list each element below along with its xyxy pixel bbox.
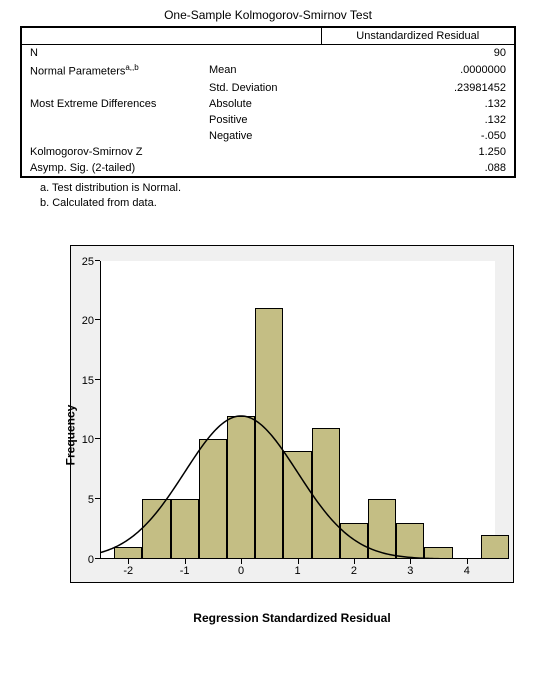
x-tick-label: 4 — [452, 565, 482, 577]
y-tick-label: 25 — [74, 256, 94, 268]
table-row: Std. Deviation.23981452 — [21, 80, 515, 96]
histogram-bar — [312, 428, 340, 559]
table-body: N90Normal Parametersa,,bMean.0000000Std.… — [21, 45, 515, 177]
histogram-bar — [481, 535, 509, 559]
x-tick-mark — [241, 559, 242, 564]
x-tick-label: 2 — [339, 565, 369, 577]
x-tick-label: 1 — [283, 565, 313, 577]
x-tick-mark — [298, 559, 299, 564]
row-label2: Mean — [201, 61, 321, 80]
table-row: Kolmogorov-Smirnov Z 1.250 — [21, 144, 515, 160]
x-tick-mark — [354, 559, 355, 564]
row-label1 — [21, 112, 201, 128]
row-label1 — [21, 80, 201, 96]
histogram-chart: 0510152025 -2-101234 Frequency Regressio… — [20, 245, 516, 625]
row-label1: Most Extreme Differences — [21, 96, 201, 112]
histogram-bar — [396, 523, 424, 559]
row-label2 — [201, 45, 321, 62]
header-empty — [21, 27, 321, 45]
row-label2: Std. Deviation — [201, 80, 321, 96]
row-value: -.050 — [321, 128, 515, 144]
histogram-bar — [171, 499, 199, 559]
x-tick-label: -2 — [113, 565, 143, 577]
row-label2 — [201, 144, 321, 160]
y-tick-mark — [95, 438, 100, 439]
histogram-bar — [227, 416, 255, 559]
table-row: Negative-.050 — [21, 128, 515, 144]
y-axis-label: Frequency — [63, 404, 77, 465]
row-label2: Positive — [201, 112, 321, 128]
footnote-a: a. Test distribution is Normal. — [40, 182, 516, 194]
y-tick-mark — [95, 260, 100, 261]
y-tick-mark — [95, 498, 100, 499]
footnote-b: b. Calculated from data. — [40, 197, 516, 209]
row-value: .0000000 — [321, 61, 515, 80]
y-tick-label: 15 — [74, 375, 94, 387]
x-tick-mark — [185, 559, 186, 564]
histogram-bar — [368, 499, 396, 559]
x-tick-label: 0 — [226, 565, 256, 577]
row-label1: Asymp. Sig. (2-tailed) — [21, 160, 201, 177]
histogram-bar — [142, 499, 170, 559]
x-tick-mark — [410, 559, 411, 564]
table-row: N 90 — [21, 45, 515, 62]
x-tick-label: -1 — [170, 565, 200, 577]
x-tick-mark — [128, 559, 129, 564]
table-row: Asymp. Sig. (2-tailed) .088 — [21, 160, 515, 177]
x-axis-label: Regression Standardized Residual — [70, 611, 514, 625]
y-tick-mark — [95, 319, 100, 320]
histogram-bar — [283, 451, 311, 558]
ks-test-table: Unstandardized Residual N90Normal Parame… — [20, 26, 516, 178]
y-tick-label: 5 — [74, 494, 94, 506]
y-tick-mark — [95, 379, 100, 380]
row-label2: Absolute — [201, 96, 321, 112]
table-title: One-Sample Kolmogorov-Smirnov Test — [20, 8, 516, 22]
row-value: .132 — [321, 112, 515, 128]
histogram-bar — [255, 308, 283, 558]
table-row: Normal Parametersa,,bMean.0000000 — [21, 61, 515, 80]
x-tick-label: 3 — [395, 565, 425, 577]
table-header-row: Unstandardized Residual — [21, 27, 515, 45]
y-tick-label: 20 — [74, 315, 94, 327]
row-value: .088 — [321, 160, 515, 177]
header-col2: Unstandardized Residual — [321, 27, 515, 45]
row-value: .23981452 — [321, 80, 515, 96]
table-footnotes: a. Test distribution is Normal. b. Calcu… — [40, 182, 516, 209]
y-axis-line — [100, 261, 101, 559]
row-label1: Normal Parametersa,,b — [21, 61, 201, 80]
row-label2: Negative — [201, 128, 321, 144]
x-tick-mark — [467, 559, 468, 564]
row-label1: Kolmogorov-Smirnov Z — [21, 144, 201, 160]
row-value: 90 — [321, 45, 515, 62]
row-label2 — [201, 160, 321, 177]
histogram-bar — [340, 523, 368, 559]
row-value: .132 — [321, 96, 515, 112]
plot-area: 0510152025 -2-101234 — [100, 261, 495, 559]
row-label1 — [21, 128, 201, 144]
row-value: 1.250 — [321, 144, 515, 160]
y-tick-mark — [95, 558, 100, 559]
histogram-bar — [199, 439, 227, 558]
row-label1: N — [21, 45, 201, 62]
table-row: Most Extreme DifferencesAbsolute.132 — [21, 96, 515, 112]
y-tick-label: 0 — [74, 554, 94, 566]
table-row: Positive.132 — [21, 112, 515, 128]
